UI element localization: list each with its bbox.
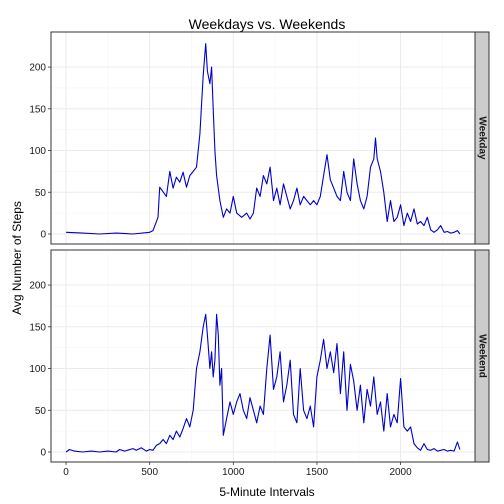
series-line-weekday [66,43,461,235]
y-tick-label: 150 [29,322,46,333]
x-tick-label: 2000 [389,467,412,478]
y-tick-label: 50 [35,188,47,199]
facet-strip-label: Weekday [477,116,488,160]
panel-weekday: 0 50 100 150 200 Weekday [29,31,490,245]
series-line-weekend [65,313,461,453]
y-tick-label: 100 [29,364,46,375]
y-tick-label: 200 [29,281,46,292]
facet-strip-label: Weekend [477,334,488,378]
facet-strip-weekday [474,31,490,245]
y-tick-label: 200 [29,63,46,74]
chart-title: Weekdays vs. Weekends [189,16,346,32]
panel-weekend: 0 50 100 150 200 Weekend [29,249,490,463]
y-tick-label: 0 [40,447,46,458]
facet-strip-weekend [474,249,490,463]
panel-background [50,31,476,245]
x-tick-label: 500 [141,467,158,478]
y-tick-label: 50 [35,406,47,417]
x-tick-label: 1500 [306,467,329,478]
x-tick-label: 1000 [222,467,245,478]
y-tick-label: 100 [29,146,46,157]
y-axis-title: Avg Number of Steps [10,201,24,315]
x-tick-label: 0 [63,467,69,478]
y-tick-label: 150 [29,104,46,115]
y-tick-label: 0 [40,229,46,240]
x-axis-title: 5-Minute Intervals [219,485,314,499]
